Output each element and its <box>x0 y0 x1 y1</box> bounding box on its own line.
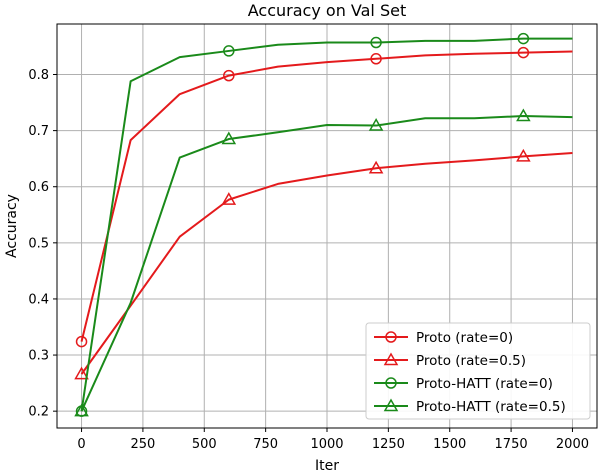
series-2 <box>74 148 573 380</box>
legend-label: Proto (rate=0) <box>416 330 513 346</box>
y-tick-label: 0.6 <box>28 180 49 195</box>
data-point-marker <box>221 192 237 205</box>
chart-title: Accuracy on Val Set <box>248 1 406 20</box>
data-point-marker <box>516 108 531 122</box>
grid <box>57 24 597 428</box>
x-axis-title: Iter <box>315 458 339 474</box>
series-line <box>80 50 573 342</box>
data-point-marker <box>223 45 235 57</box>
x-tick-label: 500 <box>192 437 217 452</box>
series-1 <box>75 46 573 348</box>
data-point-marker <box>370 53 382 65</box>
y-tick-label: 0.7 <box>28 124 49 139</box>
legend-label: Proto-HATT (rate=0) <box>416 376 553 392</box>
y-tick-label: 0.8 <box>28 68 49 83</box>
x-tick-label: 1000 <box>310 437 343 452</box>
legend-marker <box>385 377 397 389</box>
series-line <box>80 115 573 412</box>
data-point-marker <box>223 69 235 82</box>
legend-item: Proto (rate=0) <box>374 330 513 346</box>
series-line <box>80 37 573 412</box>
y-tick-label: 0.5 <box>28 236 49 251</box>
legend-marker <box>383 352 399 366</box>
legend: Proto (rate=0) Proto (rate=0.5) Proto-HATT… <box>365 322 591 420</box>
data-point-marker <box>517 32 530 45</box>
data-point-marker <box>368 160 384 174</box>
data-point-marker <box>517 46 530 59</box>
data-point-marker <box>74 366 89 380</box>
series-layer <box>74 32 573 417</box>
legend-marker <box>383 398 399 412</box>
y-tick-label: 0.2 <box>28 405 49 420</box>
x-tick-label: 1250 <box>372 437 405 452</box>
x-tick-label: 1500 <box>433 437 466 452</box>
series-4 <box>74 108 573 417</box>
data-point-marker <box>516 148 531 162</box>
series-line <box>80 152 573 375</box>
y-tick-label: 0.3 <box>28 349 49 364</box>
legend-item: Proto-HATT (rate=0) <box>374 376 553 392</box>
y-axis-title: Accuracy <box>4 194 20 258</box>
legend-item: Proto-HATT (rate=0.5) <box>374 398 566 415</box>
data-point-marker <box>221 131 237 145</box>
x-tick-label: 750 <box>253 437 278 452</box>
y-tick-label: 0.4 <box>28 292 49 307</box>
x-tick-label: 1750 <box>495 437 528 452</box>
data-point-marker <box>370 36 382 49</box>
data-point-marker <box>75 335 88 348</box>
x-tick-label: 2000 <box>556 437 589 452</box>
legend-item: Proto (rate=0.5) <box>374 352 526 369</box>
legend-box <box>365 322 591 420</box>
x-tick-label: 250 <box>130 437 155 452</box>
legend-marker <box>385 331 397 343</box>
legend-label: Proto-HATT (rate=0.5) <box>416 399 566 415</box>
data-point-marker <box>74 403 89 417</box>
data-point-marker <box>368 118 384 131</box>
x-tick-label: 0 <box>77 437 85 452</box>
ticks: 0 250 500 750 1000 1250 1500 1750 2000 0.2 0.3 0.4 0… <box>28 68 589 452</box>
legend-label: Proto (rate=0.5) <box>416 353 526 369</box>
